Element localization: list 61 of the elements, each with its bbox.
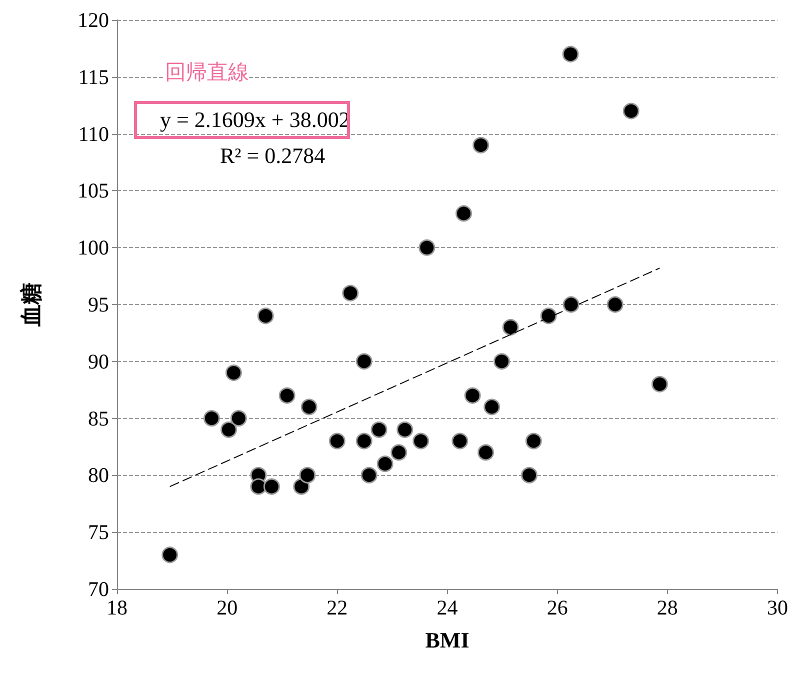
y-tick-label: 85 [88,406,109,430]
annotation: R² = 0.2784 [220,143,326,169]
point [299,466,316,484]
y-tick-label: 95 [88,292,109,316]
point [562,296,580,313]
x-tick-label: 28 [656,596,678,620]
x-tick-label: 24 [436,596,458,620]
y-tick-label: 105 [78,178,109,203]
point [540,308,557,324]
y-tick-label: 70 [88,577,109,601]
point [390,444,408,461]
point [376,456,394,472]
point [263,478,280,495]
y-axis-title: 血糖 [18,282,44,328]
x-axis-title: BMI [425,628,470,652]
x-tick-label: 26 [546,596,568,620]
point [494,353,510,370]
x-tick-label: 22 [326,596,348,620]
x-tick-label: 20 [216,596,238,620]
point [464,387,481,404]
point [452,432,468,450]
point [472,136,490,154]
point [278,387,296,404]
point [300,398,318,416]
point [651,376,668,392]
point [525,432,542,450]
point [370,421,388,438]
point [257,308,274,324]
point [328,432,346,450]
y-tick-label: 115 [78,64,109,89]
point [356,432,372,450]
y-tick-label: 110 [78,122,109,146]
point [250,478,267,495]
point [456,205,472,222]
point [356,353,372,370]
point [225,364,242,382]
point [220,421,237,438]
point [203,410,220,427]
point [418,239,436,256]
point [484,398,500,416]
point [230,410,247,427]
annotation: 回帰直線 [165,58,249,86]
point [162,546,178,564]
y-tick-label: 80 [88,463,109,488]
y-tick-label: 120 [78,8,109,32]
point [396,421,414,438]
point [360,466,378,484]
point [562,46,579,62]
x-tick-label: 30 [767,596,788,620]
y-tick-label: 75 [88,520,109,544]
point [622,102,640,120]
point [521,466,538,484]
y-tick-label: 100 [78,236,109,260]
annotation: y = 2.1609x + 38.002 [160,107,350,133]
y-tick-label: 90 [88,349,109,374]
point [412,432,430,450]
point [478,444,494,461]
point [502,319,519,336]
x-tick-label: 18 [106,596,128,620]
point [606,296,624,313]
point [342,284,359,302]
